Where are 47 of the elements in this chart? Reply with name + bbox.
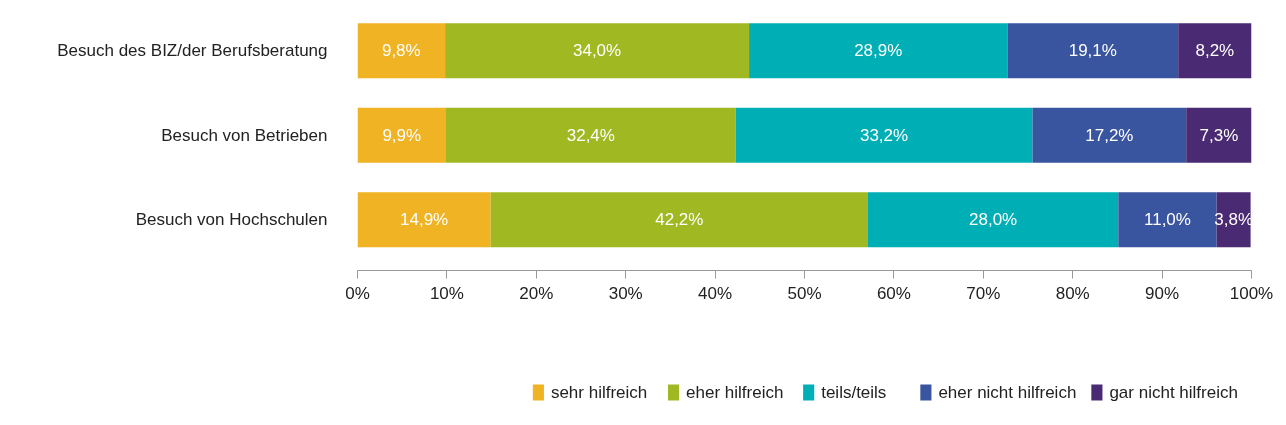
data-label: 14,9% xyxy=(400,210,449,230)
bar xyxy=(1186,107,1252,163)
x-tick-label: 50% xyxy=(787,283,822,303)
x-tick-label: 20% xyxy=(519,283,554,303)
legend-label: eher hilfreich xyxy=(686,383,784,402)
x-tick-label: 30% xyxy=(608,283,643,303)
x-tick-label: 80% xyxy=(1055,283,1090,303)
data-label: 33,2% xyxy=(859,125,909,145)
data-label: 28,9% xyxy=(854,41,903,61)
bar xyxy=(446,107,736,163)
x-tick-label: 0% xyxy=(345,283,370,303)
x-tick-label: 40% xyxy=(698,283,733,303)
data-label: 11,0% xyxy=(1143,210,1191,230)
bar xyxy=(357,107,447,163)
bar xyxy=(1118,192,1217,248)
x-tick-label: 90% xyxy=(1145,283,1180,303)
bar xyxy=(357,23,446,79)
data-label: 34,0% xyxy=(572,41,622,61)
data-label: 32,4% xyxy=(566,125,615,145)
x-tick-label: 100% xyxy=(1229,283,1274,303)
bar xyxy=(1007,23,1179,79)
bar xyxy=(1178,23,1252,79)
x-tick-label: 70% xyxy=(966,283,1001,303)
legend-label: teils/teils xyxy=(821,383,887,402)
x-tick-label: 60% xyxy=(876,283,911,303)
bar xyxy=(749,23,1008,79)
bar xyxy=(490,192,868,248)
legend-label: sehr hilfreich xyxy=(550,383,648,402)
bar xyxy=(735,107,1033,163)
bar xyxy=(1032,107,1187,163)
bar xyxy=(445,23,750,79)
data-label: 17,2% xyxy=(1085,125,1134,145)
legend-label: eher nicht hilfreich xyxy=(938,383,1077,402)
y-tick-label: Besuch von Hochschulen xyxy=(135,210,328,230)
data-label: 28,0% xyxy=(969,210,1018,230)
legend-label: gar nicht hilfreich xyxy=(1109,383,1238,402)
bar xyxy=(357,192,491,248)
data-label: 9,9% xyxy=(382,125,422,145)
data-label: 19,1% xyxy=(1068,41,1117,61)
data-label: 8,2% xyxy=(1195,41,1235,61)
data-label: 7,3% xyxy=(1199,125,1239,145)
y-tick-label: Besuch von Betrieben xyxy=(161,125,328,145)
data-label: 9,8% xyxy=(381,41,421,61)
bar xyxy=(867,192,1119,248)
y-tick-label: Besuch des BIZ/der Berufsberatung xyxy=(57,41,328,61)
data-label: 42,2% xyxy=(655,210,704,230)
x-tick-label: 10% xyxy=(429,283,464,303)
